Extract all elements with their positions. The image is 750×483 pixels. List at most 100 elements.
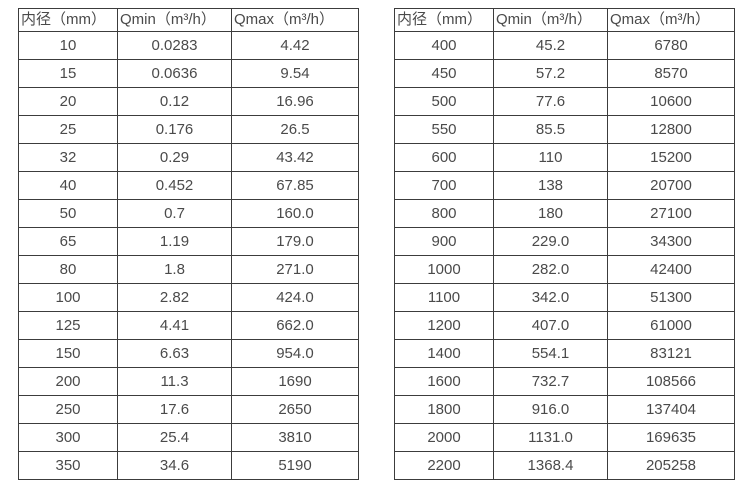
- table-cell: 179.0: [231, 227, 359, 256]
- table-row: 10 0.0283 4.42: [18, 31, 359, 60]
- table-row: 40 0.452 67.85: [18, 171, 359, 200]
- table-cell: 300: [18, 423, 118, 452]
- table-row: 200 11.3 1690: [18, 367, 359, 396]
- table-row: 65 1.19 179.0: [18, 227, 359, 256]
- table-row: 1600 732.7 108566: [394, 367, 735, 396]
- table-cell: 10600: [607, 87, 735, 116]
- table-row: 125 4.41 662.0: [18, 311, 359, 340]
- table-cell: 229.0: [493, 227, 608, 256]
- table-cell: 34300: [607, 227, 735, 256]
- table-cell: 42400: [607, 255, 735, 284]
- table-cell: 11.3: [117, 367, 232, 396]
- table-cell: 2000: [394, 423, 494, 452]
- header-row: 内径（mm） Qmin（m³/h） Qmax（m³/h）: [394, 8, 735, 32]
- table-cell: 1600: [394, 367, 494, 396]
- table-cell: 1.8: [117, 255, 232, 284]
- table-cell: 137404: [607, 395, 735, 424]
- table-cell: 85.5: [493, 115, 608, 144]
- flow-table-large-diameters: 内径（mm） Qmin（m³/h） Qmax（m³/h） 400 45.2 6780 45…: [394, 8, 735, 480]
- table-cell: 1800: [394, 395, 494, 424]
- table-row: 50 0.7 160.0: [18, 199, 359, 228]
- header-row: 内径（mm） Qmin（m³/h） Qmax（m³/h）: [18, 8, 359, 32]
- flow-table-small-diameters: 内径（mm） Qmin（m³/h） Qmax（m³/h） 10 0.0283 4.42 1…: [18, 8, 359, 480]
- table-row: 2200 1368.4 205258: [394, 451, 735, 480]
- table-cell: 9.54: [231, 59, 359, 88]
- table-cell: 20: [18, 87, 118, 116]
- table-cell: 110: [493, 143, 608, 172]
- table-cell: 554.1: [493, 339, 608, 368]
- table-cell: 0.0283: [117, 31, 232, 60]
- column-header: Qmin（m³/h）: [493, 8, 608, 32]
- table-cell: 1100: [394, 283, 494, 312]
- table-cell: 27100: [607, 199, 735, 228]
- table-row: 1200 407.0 61000: [394, 311, 735, 340]
- table-header-row: 内径（mm） Qmin（m³/h） Qmax（m³/h）: [18, 8, 359, 32]
- table-row: 1800 916.0 137404: [394, 395, 735, 424]
- table-cell: 954.0: [231, 339, 359, 368]
- table-cell: 600: [394, 143, 494, 172]
- table-cell: 1368.4: [493, 451, 608, 480]
- table-cell: 4.41: [117, 311, 232, 340]
- column-header: 内径（mm）: [394, 8, 494, 32]
- table-cell: 0.0636: [117, 59, 232, 88]
- table-row: 800 180 27100: [394, 199, 735, 228]
- table-cell: 450: [394, 59, 494, 88]
- table-row: 32 0.29 43.42: [18, 143, 359, 172]
- table-cell: 125: [18, 311, 118, 340]
- table-cell: 67.85: [231, 171, 359, 200]
- table-cell: 6780: [607, 31, 735, 60]
- table-cell: 1400: [394, 339, 494, 368]
- table-row: 1100 342.0 51300: [394, 283, 735, 312]
- table-cell: 2650: [231, 395, 359, 424]
- table-cell: 4.42: [231, 31, 359, 60]
- table-cell: 77.6: [493, 87, 608, 116]
- table-cell: 138: [493, 171, 608, 200]
- table-cell: 1131.0: [493, 423, 608, 452]
- table-cell: 350: [18, 451, 118, 480]
- column-header: Qmax（m³/h）: [607, 8, 735, 32]
- table-cell: 0.7: [117, 199, 232, 228]
- table-cell: 250: [18, 395, 118, 424]
- table-row: 550 85.5 12800: [394, 115, 735, 144]
- table-row: 150 6.63 954.0: [18, 339, 359, 368]
- table-cell: 400: [394, 31, 494, 60]
- table-cell: 342.0: [493, 283, 608, 312]
- table-cell: 8570: [607, 59, 735, 88]
- table-body: 400 45.2 6780 450 57.2 8570 500 77.6 10600 550 85.…: [394, 31, 735, 480]
- table-row: 600 110 15200: [394, 143, 735, 172]
- table-cell: 20700: [607, 171, 735, 200]
- table-row: 250 17.6 2650: [18, 395, 359, 424]
- table-cell: 34.6: [117, 451, 232, 480]
- table-cell: 700: [394, 171, 494, 200]
- table-row: 700 138 20700: [394, 171, 735, 200]
- table-row: 300 25.4 3810: [18, 423, 359, 452]
- table-cell: 1.19: [117, 227, 232, 256]
- column-header: 内径（mm）: [18, 8, 118, 32]
- table-row: 20 0.12 16.96: [18, 87, 359, 116]
- table-cell: 500: [394, 87, 494, 116]
- table-row: 500 77.6 10600: [394, 87, 735, 116]
- table-cell: 26.5: [231, 115, 359, 144]
- table-cell: 662.0: [231, 311, 359, 340]
- table-cell: 25.4: [117, 423, 232, 452]
- table-cell: 61000: [607, 311, 735, 340]
- table-cell: 200: [18, 367, 118, 396]
- column-header: Qmin（m³/h）: [117, 8, 232, 32]
- table-cell: 205258: [607, 451, 735, 480]
- table-cell: 407.0: [493, 311, 608, 340]
- table-cell: 50: [18, 199, 118, 228]
- table-cell: 150: [18, 339, 118, 368]
- table-cell: 800: [394, 199, 494, 228]
- table-cell: 160.0: [231, 199, 359, 228]
- table-cell: 180: [493, 199, 608, 228]
- table-cell: 1200: [394, 311, 494, 340]
- table-cell: 0.176: [117, 115, 232, 144]
- table-cell: 51300: [607, 283, 735, 312]
- table-cell: 65: [18, 227, 118, 256]
- table-cell: 169635: [607, 423, 735, 452]
- table-row: 25 0.176 26.5: [18, 115, 359, 144]
- table-cell: 45.2: [493, 31, 608, 60]
- table-cell: 2200: [394, 451, 494, 480]
- table-cell: 0.12: [117, 87, 232, 116]
- column-header: Qmax（m³/h）: [231, 8, 359, 32]
